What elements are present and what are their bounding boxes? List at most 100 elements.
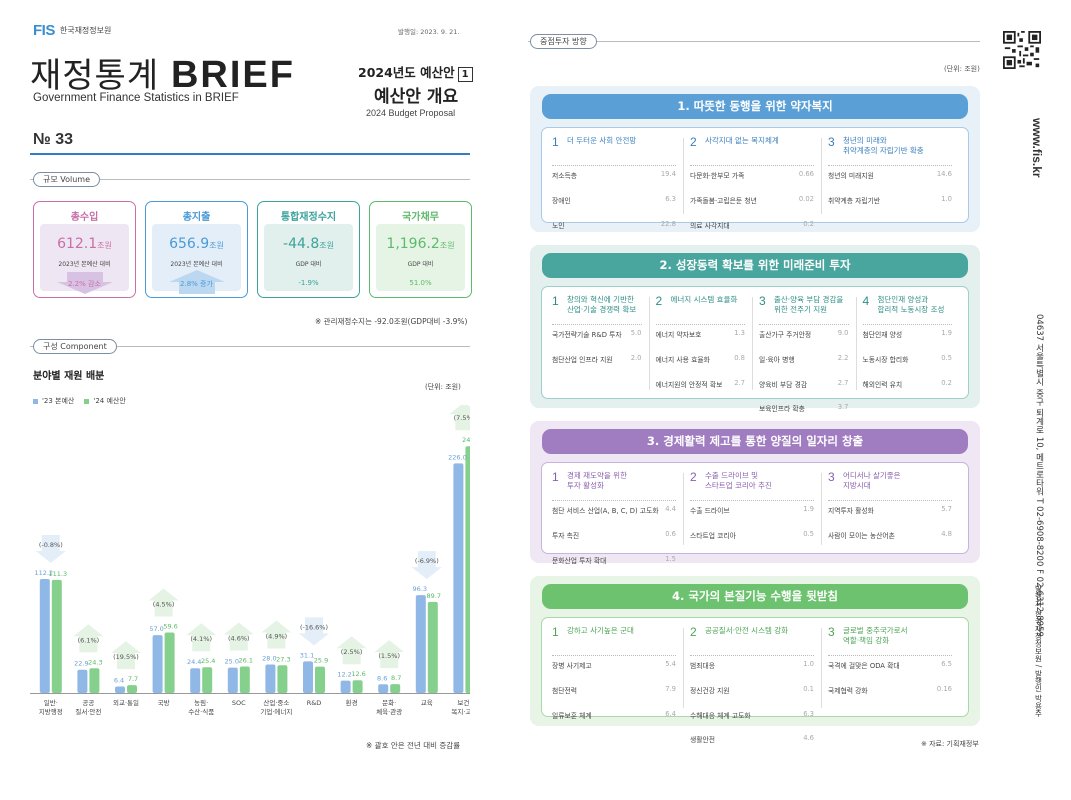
value-label-23: 31.1 <box>300 651 314 659</box>
focus-item-label: 장애인 <box>552 196 571 205</box>
change-label: (4.1%) <box>190 635 212 643</box>
budget-proposal-en: 2024 Budget Proposal <box>366 108 456 118</box>
chart-title: 분야별 재원 배분 <box>33 371 105 382</box>
focus-item-row: 출산가구 주거안정 9.0 <box>759 329 849 341</box>
focus-item-label: 일·육아 병행 <box>759 355 795 364</box>
focus-item-value: 0.2 <box>941 378 952 387</box>
change-up-arrow-icon <box>449 405 470 431</box>
volume-card-desc: 2023년 본예산 대비 <box>58 261 111 268</box>
title-brief: BRIEF <box>170 54 295 96</box>
bar-24 <box>89 668 100 693</box>
focus-column-title: 청년의 미래와 취약계층의 자립기반 확충 <box>843 136 924 156</box>
volume-card: 국가채무 1,196.2조원 GDP 대비 51.0% <box>369 201 472 298</box>
focus-column-title-line: 에너지 시스템 효율화 <box>670 295 738 304</box>
value-label-24: 89.7 <box>427 592 441 600</box>
focus-column-separator <box>828 500 952 501</box>
volume-card-value: 656.9조원 <box>152 236 241 252</box>
focus-column-number: 2 <box>690 470 697 484</box>
focus-item-row: 의료 사각지대 0.2 <box>690 220 814 232</box>
component-section-label: 구성 Component <box>33 339 117 354</box>
change-label: (4.6%) <box>228 634 250 642</box>
volume-card-title: 통합재정수지 <box>280 212 337 223</box>
focus-column-number: 1 <box>552 135 559 149</box>
volume-section-label: 규모 Volume <box>33 172 101 187</box>
focus-column-divider <box>821 138 822 214</box>
focus-panel: 3. 경제활력 제고를 통한 양질의 일자리 창출 1 경제 재도약을 위한 투자 활… <box>530 421 980 565</box>
focus-item-value: 4.4 <box>665 505 676 513</box>
value-label-24: 7.7 <box>128 675 138 683</box>
focus-column-number: 1 <box>552 470 559 484</box>
focus-item-value: 22.8 <box>660 219 676 228</box>
focus-column-separator <box>862 324 952 325</box>
focus-panel: 1. 따뜻한 동행을 위한 약자복지 1 더 두터운 사회 안전망 저소득층 19.4 장… <box>530 86 980 254</box>
volume-card-body: 656.9조원 2023년 본예산 대비 2.8% 증가 <box>152 224 241 294</box>
focus-column-number: 3 <box>828 135 835 149</box>
subtitle-en: Government Finance Statistics in BRIEF <box>33 92 239 104</box>
focus-column-title: 창의와 혁신에 기반한 산업·기술 경쟁력 확보 <box>567 295 636 315</box>
focus-column: 2 수출 드라이브 및 스타트업 코리아 추진 수출 드라이브 1.9 스타트업 코리아 0… <box>690 471 814 549</box>
bar-23 <box>152 635 163 693</box>
legend-24-label: '24 예산안 <box>93 397 126 405</box>
focus-item-row: 에너지원의 안정적 확보 2.7 <box>656 379 746 391</box>
focus-column-title-line: 강하고 사기높은 군대 <box>567 626 634 635</box>
focus-column-title-line: 공공질서·안전 시스템 강화 <box>705 626 789 635</box>
focus-column-title-line: 투자 활성화 <box>567 481 604 490</box>
category-label: 공공 <box>82 699 94 707</box>
focus-divider <box>528 41 980 42</box>
focus-item-label: 에너지 사용 효율화 <box>655 355 710 364</box>
focus-column-divider <box>855 297 857 390</box>
focus-column-heading: 1 강하고 사기높은 군대 <box>552 626 676 652</box>
change-label: (-6.9%) <box>415 557 439 565</box>
focus-column-heading: 1 경제 재도약을 위한 투자 활성화 <box>552 471 676 497</box>
volume-card: 총지출 656.9조원 2023년 본예산 대비 2.8% 증가 <box>145 201 248 298</box>
bar-23 <box>115 686 125 693</box>
volume-card: 통합재정수지 -44.8조원 GDP 대비 -1.9% <box>257 201 360 298</box>
volume-card-change: 2.2% 감소 <box>68 280 101 288</box>
focus-item-row: 생활안전 4.6 <box>690 734 814 746</box>
focus-item-value: 6.5 <box>941 660 952 668</box>
value-label-23: 226.0 <box>448 453 467 461</box>
fiscal-balance-note: ※ 관리재정수지는 -92.0조원(GDP대비 -3.9%) <box>315 317 468 326</box>
category-label: 수산·식품 <box>188 707 214 716</box>
change-up-arrow-icon <box>73 624 104 653</box>
change-down-arrow-icon <box>299 617 329 646</box>
volume-card-number: 612.1 <box>57 236 98 252</box>
change-up-arrow-icon <box>223 622 254 651</box>
focus-column-heading: 2 수출 드라이브 및 스타트업 코리아 추진 <box>690 471 814 497</box>
qr-code-icon[interactable] <box>1003 31 1041 69</box>
category-label: 산업·중소 <box>263 698 289 707</box>
change-label: (2.5%) <box>341 648 363 656</box>
focus-panel-content: 1 경제 재도약을 위한 투자 활성화 첨단 서비스 산업(A, B, C, D) 고… <box>541 462 969 565</box>
focus-item-label: 다문화·한부모 가족 <box>690 172 745 180</box>
focus-column-heading: 2 에너지 시스템 효율화 <box>656 295 746 321</box>
focus-item-label: 국가전략기술 R&D 투자 <box>552 331 622 339</box>
bar-23 <box>39 579 50 693</box>
title-rule <box>30 153 470 155</box>
website-url[interactable]: www.fis.kr <box>1030 118 1044 178</box>
change-up-arrow-icon <box>261 620 292 649</box>
focus-section-label: 중점투자 방향 <box>530 34 597 49</box>
legend-23-swatch <box>33 398 38 404</box>
focus-column-heading: 1 창의와 혁신에 기반한 산업·기술 경쟁력 확보 <box>552 295 642 321</box>
category-label: 국방 <box>158 698 170 707</box>
focus-column-title: 수출 드라이브 및 스타트업 코리아 추진 <box>705 471 772 491</box>
focus-item-value: 9.0 <box>837 329 849 337</box>
volume-card-value: -44.8조원 <box>264 236 353 252</box>
focus-column-title: 에너지 시스템 효율화 <box>671 295 738 305</box>
focus-column-separator <box>655 324 745 325</box>
focus-item-value: 7.9 <box>665 684 676 693</box>
focus-column-title: 출산·양육 부담 경감을 위한 전주기 지원 <box>774 295 843 315</box>
focus-item-value: 0.6 <box>665 529 676 538</box>
volume-card-unit: 조원 <box>439 241 455 250</box>
focus-item-value: 3.7 <box>837 403 849 412</box>
logo-mark: FIS <box>33 22 55 39</box>
focus-column-divider <box>821 628 822 708</box>
focus-item-label: 가족돌봄·고립은둔 청년 <box>690 196 757 205</box>
focus-column-title-line: 취약계층의 자립기반 확충 <box>843 146 924 155</box>
focus-item-row: 범죄대응 1.0 <box>690 660 814 672</box>
bar-23 <box>265 664 276 693</box>
focus-column-heading: 2 공공질서·안전 시스템 강화 <box>690 626 814 652</box>
category-label: 지방행정 <box>39 707 63 716</box>
volume-card-change: -1.9% <box>298 279 319 287</box>
